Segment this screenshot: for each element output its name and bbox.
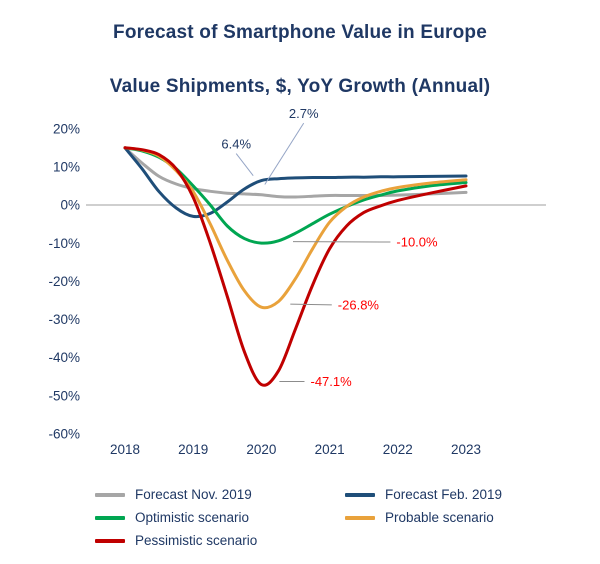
legend-swatch-probable-scenario bbox=[345, 515, 375, 520]
y-axis-tick-10pct: -10% bbox=[48, 236, 80, 251]
annotation-47-1pct: -47.1% bbox=[311, 374, 353, 389]
y-axis-tick-20pct: -20% bbox=[48, 274, 80, 289]
legend-label-probable-scenario: Probable scenario bbox=[385, 510, 494, 525]
x-axis-tick-2018: 2018 bbox=[110, 442, 140, 457]
legend-swatch-pessimistic-scenario bbox=[95, 538, 125, 543]
x-axis-tick-2023: 2023 bbox=[451, 442, 481, 457]
legend-swatch-optimistic-scenario bbox=[95, 515, 125, 520]
legend-label-pessimistic-scenario: Pessimistic scenario bbox=[135, 533, 258, 548]
annotation-2-7pct: 2.7% bbox=[289, 106, 319, 121]
annotation-10-0pct: -10.0% bbox=[396, 235, 438, 250]
chart-subtitle: Value Shipments, $, YoY Growth (Annual) bbox=[109, 76, 491, 97]
x-axis-tick-2020: 2020 bbox=[246, 442, 276, 457]
annotation-26-8pct: -26.8% bbox=[338, 297, 380, 312]
y-axis-tick-40pct: -40% bbox=[48, 350, 80, 365]
chart-plot-area: 20% 10% 0% -10% -20% -30% -40% -50% -60% 2018 2019… bbox=[48, 106, 546, 457]
y-axis-tick-50pct: -50% bbox=[48, 388, 80, 403]
legend-label-optimistic-scenario: Optimistic scenario bbox=[135, 510, 250, 525]
chart-legend: Forecast Nov. 2019 Forecast Feb. 2019 Opti… bbox=[95, 487, 502, 548]
legend-swatch-forecast-feb-2019 bbox=[345, 492, 375, 497]
legend-label-forecast-nov-2019: Forecast Nov. 2019 bbox=[135, 487, 252, 502]
y-axis-tick-30pct: -30% bbox=[48, 312, 80, 327]
y-axis-tick-20pct: 20% bbox=[53, 121, 80, 136]
x-axis-tick-2019: 2019 bbox=[178, 442, 208, 457]
y-axis-tick-10pct: 10% bbox=[53, 160, 80, 175]
annotation-leader-26-8pct bbox=[290, 303, 332, 306]
annotation-6-4pct: 6.4% bbox=[221, 137, 251, 152]
y-axis-tick-60pct: -60% bbox=[48, 426, 80, 441]
legend-item-optimistic-scenario: Optimistic scenario bbox=[95, 510, 345, 525]
legend-item-pessimistic-scenario: Pessimistic scenario bbox=[95, 533, 345, 548]
legend-label-forecast-feb-2019: Forecast Feb. 2019 bbox=[385, 487, 503, 502]
x-axis-tick-2021: 2021 bbox=[315, 442, 345, 457]
y-axis-tick-0pct: 0% bbox=[60, 198, 80, 213]
x-axis-tick-2022: 2022 bbox=[383, 442, 413, 457]
legend-item-forecast-feb-2019: Forecast Feb. 2019 bbox=[345, 487, 502, 502]
series-line-forecast-feb-2019 bbox=[123, 146, 468, 219]
chart-title: Forecast of Smartphone Value in Europe bbox=[113, 22, 487, 43]
series-line-probable-scenario bbox=[123, 146, 468, 310]
legend-swatch-forecast-nov-2019 bbox=[95, 492, 125, 497]
annotation-leader-2-7pct bbox=[264, 122, 305, 185]
legend-item-probable-scenario: Probable scenario bbox=[345, 510, 502, 525]
series-line-pessimistic-scenario bbox=[123, 146, 468, 387]
annotation-leader-6-4pct bbox=[235, 153, 254, 177]
legend-item-forecast-nov-2019: Forecast Nov. 2019 bbox=[95, 487, 345, 502]
